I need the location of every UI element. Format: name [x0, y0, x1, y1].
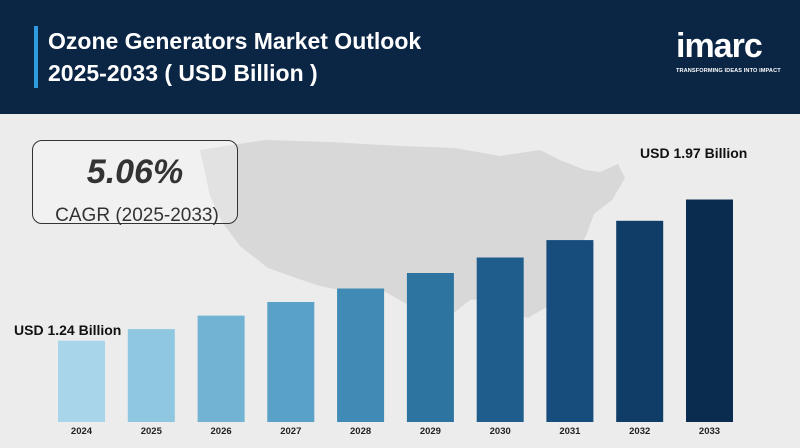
x-tick-label-2028: 2028	[350, 426, 371, 437]
imarc-logo: imarc TRANSFORMING IDEAS INTO IMPACT	[676, 27, 781, 80]
cagr-value: 5.06%	[86, 153, 184, 191]
x-tick-label-2026: 2026	[211, 426, 232, 437]
bar-2028	[337, 288, 385, 422]
title-accent-bar	[34, 26, 38, 88]
bar-2032	[616, 220, 664, 422]
page-title-line-1: Ozone Generators Market Outlook	[48, 28, 422, 54]
x-tick-label-2024: 2024	[71, 426, 93, 437]
logo-tagline: TRANSFORMING IDEAS INTO IMPACT	[676, 68, 781, 74]
x-tick-label-2030: 2030	[490, 426, 511, 437]
header-banner: Ozone Generators Market Outlook 2025-203…	[0, 0, 800, 114]
page-title-line-2: 2025-2033 ( USD Billion )	[48, 60, 318, 86]
bar-2025	[127, 329, 175, 422]
bar-2027	[267, 302, 315, 422]
bar-2030	[476, 257, 524, 422]
x-tick-label-2032: 2032	[629, 426, 650, 437]
x-tick-label-2027: 2027	[280, 426, 301, 437]
bar-2024	[58, 340, 105, 422]
end-value-label: USD 1.97 Billion	[640, 145, 748, 161]
bar-2029	[406, 273, 454, 422]
bar-2026	[197, 315, 245, 422]
x-tick-label-2029: 2029	[420, 426, 441, 437]
bars-group	[58, 199, 733, 422]
x-tick-label-2033: 2033	[699, 426, 720, 437]
start-value-label: USD 1.24 Billion	[14, 322, 122, 338]
logo-wordmark: imarc	[676, 27, 763, 65]
x-tick-labels-group: 2024 2025 2026 2027 2028 2029 2030 2031 2032 2033	[71, 426, 720, 437]
cagr-box: 5.06% CAGR (2025-2033)	[32, 140, 238, 226]
bar-2033	[686, 199, 733, 422]
bar-2031	[546, 240, 594, 422]
cagr-label: CAGR (2025-2033)	[55, 205, 219, 226]
x-tick-label-2031: 2031	[559, 426, 581, 437]
x-tick-label-2025: 2025	[141, 426, 163, 437]
